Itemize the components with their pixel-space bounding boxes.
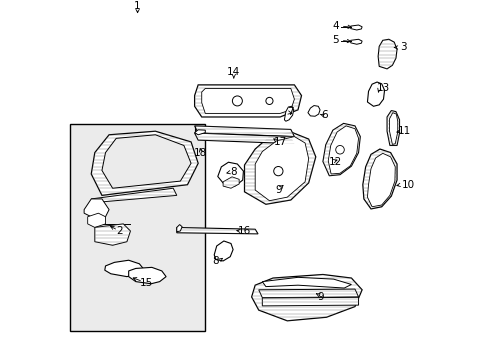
Polygon shape [262, 297, 358, 306]
Polygon shape [386, 111, 399, 145]
Polygon shape [255, 136, 308, 201]
Text: 9: 9 [317, 292, 324, 302]
Polygon shape [102, 135, 191, 188]
Polygon shape [244, 132, 315, 204]
Text: 15: 15 [140, 278, 153, 288]
Circle shape [265, 97, 272, 104]
Polygon shape [262, 277, 351, 288]
Polygon shape [327, 126, 358, 174]
Text: 4: 4 [331, 21, 338, 31]
Polygon shape [223, 177, 239, 188]
Text: 8: 8 [212, 256, 219, 266]
Polygon shape [251, 274, 362, 321]
Text: 3: 3 [399, 42, 406, 53]
Text: 17: 17 [273, 137, 286, 147]
Polygon shape [350, 39, 362, 44]
Polygon shape [194, 85, 301, 117]
Polygon shape [104, 260, 143, 276]
Text: 6: 6 [321, 110, 327, 120]
Circle shape [335, 145, 344, 154]
Text: 9: 9 [274, 185, 281, 195]
Text: 8: 8 [230, 167, 237, 177]
Polygon shape [87, 213, 105, 228]
Circle shape [232, 96, 242, 106]
Text: 18: 18 [193, 148, 206, 158]
Polygon shape [84, 199, 109, 220]
Polygon shape [377, 39, 396, 69]
FancyBboxPatch shape [70, 124, 205, 331]
Polygon shape [194, 130, 205, 135]
Text: 16: 16 [237, 226, 251, 236]
Polygon shape [95, 224, 130, 245]
Text: 10: 10 [401, 180, 414, 190]
Circle shape [273, 167, 283, 176]
Text: 7: 7 [287, 107, 294, 117]
Polygon shape [194, 126, 294, 136]
Polygon shape [91, 131, 198, 195]
Polygon shape [362, 149, 396, 209]
Polygon shape [389, 113, 397, 144]
Polygon shape [194, 133, 294, 144]
Text: 13: 13 [376, 84, 389, 94]
Polygon shape [177, 225, 182, 232]
Polygon shape [258, 289, 358, 298]
Polygon shape [307, 105, 320, 116]
Text: 14: 14 [227, 67, 240, 77]
Polygon shape [214, 241, 233, 261]
Polygon shape [202, 89, 294, 113]
Polygon shape [322, 123, 360, 176]
Polygon shape [177, 228, 258, 234]
Polygon shape [128, 267, 166, 284]
Polygon shape [91, 188, 177, 202]
Text: 1: 1 [134, 1, 141, 12]
Polygon shape [366, 153, 394, 207]
Text: 5: 5 [331, 35, 338, 45]
Text: 2: 2 [116, 226, 123, 236]
Text: 11: 11 [397, 126, 411, 136]
Polygon shape [284, 106, 293, 121]
Polygon shape [217, 162, 243, 186]
Polygon shape [366, 82, 384, 106]
Polygon shape [350, 25, 362, 30]
Text: 12: 12 [328, 157, 341, 167]
